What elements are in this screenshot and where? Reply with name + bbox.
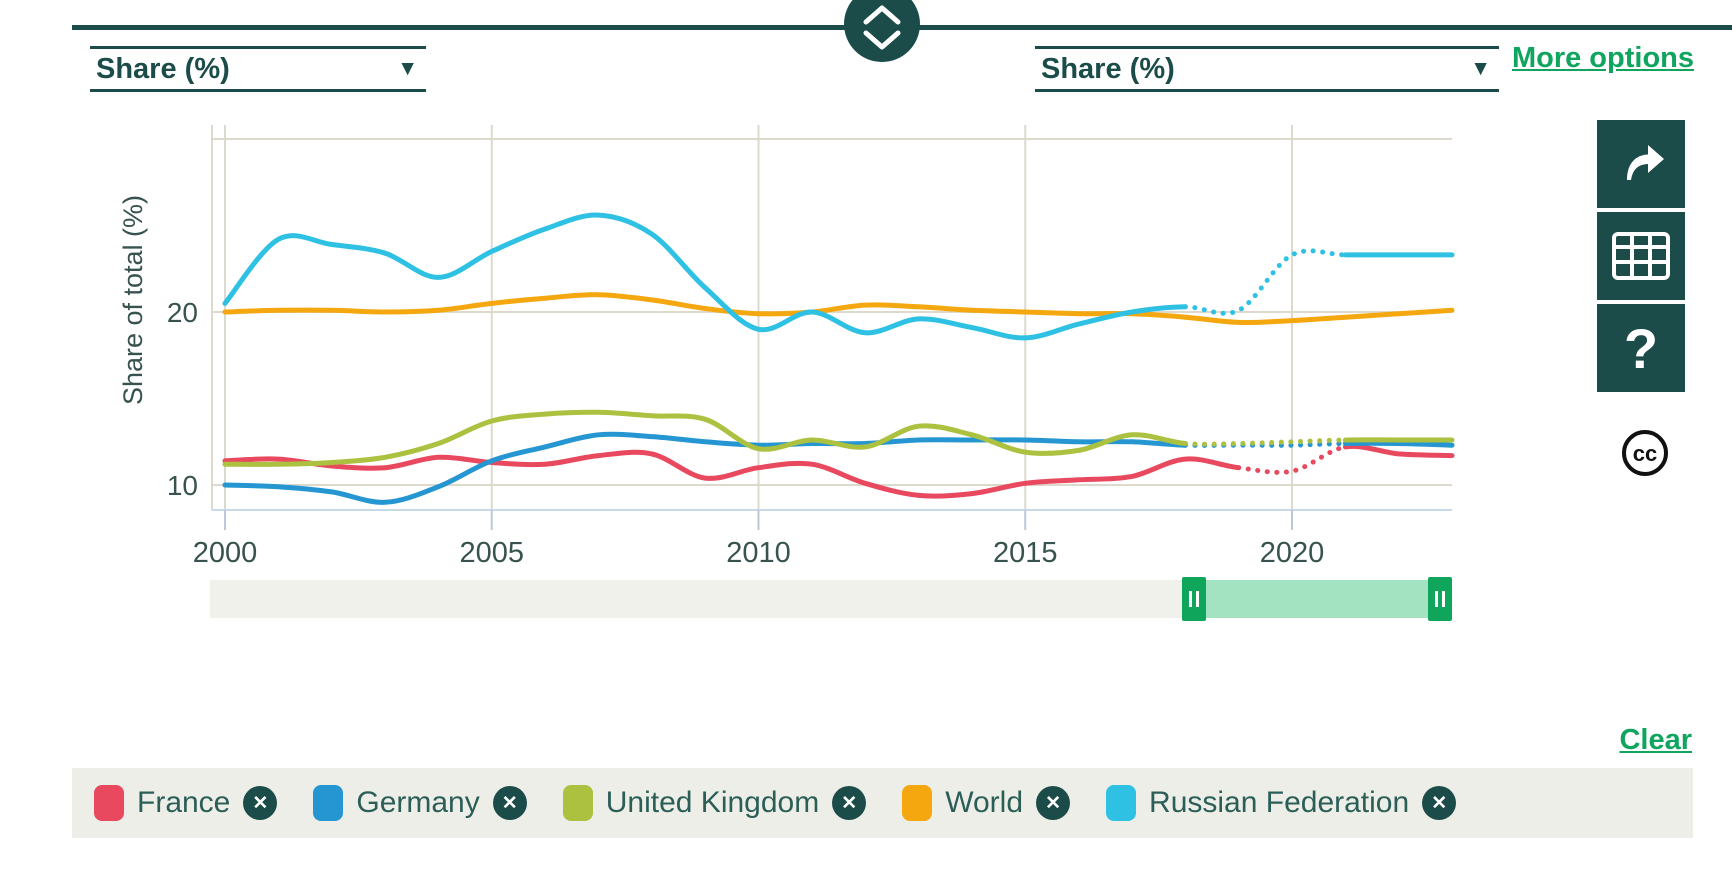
series-line-united-kingdom — [222, 409, 1188, 467]
x-axis-tick-label: 2020 — [1260, 537, 1325, 569]
x-axis-tick-label: 2010 — [726, 537, 791, 569]
handle-grip-bar — [1189, 591, 1192, 607]
clear-selection-link[interactable]: Clear — [1619, 724, 1692, 756]
series-line-germany-estimated — [1182, 441, 1348, 448]
series-line-france — [222, 449, 1242, 499]
left-axis-unit-dropdown[interactable]: Share (%) ▼ — [90, 46, 426, 92]
remove-russian-federation-button[interactable]: ✕ — [1422, 786, 1457, 820]
germany-color-swatch — [313, 785, 344, 821]
series-line-russian-federation — [222, 212, 1188, 341]
creative-commons-icon[interactable]: cc — [1620, 428, 1670, 478]
series-line-united-kingdom-estimated — [1182, 437, 1348, 447]
y-axis-title: Share of total (%) — [118, 195, 148, 405]
united-kingdom-color-swatch — [562, 785, 593, 821]
chevron-down-icon — [863, 30, 901, 50]
data-table-icon — [1612, 232, 1670, 280]
x-axis-tick-label: 2000 — [193, 537, 258, 569]
legend-item-world: World ✕ — [902, 785, 1071, 821]
share-arrow-icon — [1627, 145, 1664, 180]
table-button[interactable] — [1597, 212, 1685, 300]
chevron-up-icon — [863, 5, 901, 25]
series-line-russian-federation-estimated — [1182, 248, 1348, 316]
series-line-france-estimated — [1236, 444, 1348, 475]
handle-grip-bar — [1435, 591, 1438, 607]
legend-item-russian-federation: Russian Federation ✕ — [1106, 785, 1457, 821]
france-color-swatch — [94, 785, 124, 821]
series-line-world — [222, 292, 1455, 326]
remove-france-button[interactable]: ✕ — [243, 786, 278, 820]
caret-down-icon: ▼ — [397, 57, 418, 80]
legend-label: France — [137, 786, 231, 819]
russian-federation-color-swatch — [1106, 785, 1137, 821]
legend-item-germany: Germany ✕ — [313, 785, 527, 821]
share-button[interactable] — [1597, 120, 1685, 208]
handle-grip-bar — [1442, 591, 1445, 607]
legend-bar: France ✕ Germany ✕ United Kingdom ✕ Worl… — [72, 768, 1693, 838]
remove-united-kingdom-button[interactable]: ✕ — [832, 786, 867, 820]
y-axis-tick-label: 10 — [167, 470, 198, 501]
right-axis-unit-value: Share (%) — [1041, 52, 1175, 85]
chevrons-up-down-icon — [863, 5, 901, 50]
remove-world-button[interactable]: ✕ — [1036, 786, 1071, 820]
series-line-france — [1342, 443, 1455, 459]
world-color-swatch — [902, 785, 933, 821]
slider-handle-left[interactable] — [1182, 577, 1206, 621]
question-mark-icon: ? — [1623, 316, 1659, 380]
collapse-expand-toggle[interactable] — [844, 0, 920, 62]
legend-label: United Kingdom — [605, 786, 820, 819]
x-axis-tick-label: 2005 — [459, 537, 524, 569]
series-line-germany — [222, 431, 1188, 505]
help-button[interactable]: ? — [1597, 304, 1685, 392]
legend-label: World — [945, 786, 1024, 819]
series-line-germany — [1342, 440, 1455, 448]
left-axis-unit-value: Share (%) — [96, 52, 230, 85]
legend-item-france: France ✕ — [94, 785, 278, 821]
legend-label: Germany — [356, 786, 480, 819]
remove-germany-button[interactable]: ✕ — [492, 786, 527, 820]
handle-grip-bar — [1196, 591, 1199, 607]
y-axis-tick-label: 20 — [167, 297, 198, 328]
slider-handle-right[interactable] — [1428, 577, 1452, 621]
more-options-link[interactable]: More options — [1511, 42, 1694, 74]
time-range-selection[interactable] — [1182, 580, 1452, 618]
x-axis-tick-label: 2015 — [993, 537, 1058, 569]
svg-text:cc: cc — [1633, 441, 1657, 466]
right-axis-unit-dropdown[interactable]: Share (%) ▼ — [1035, 46, 1499, 92]
legend-item-united-kingdom: United Kingdom ✕ — [562, 785, 867, 821]
time-range-slider-track[interactable] — [210, 577, 1452, 621]
legend-label: Russian Federation — [1149, 786, 1410, 819]
caret-down-icon: ▼ — [1470, 57, 1491, 80]
